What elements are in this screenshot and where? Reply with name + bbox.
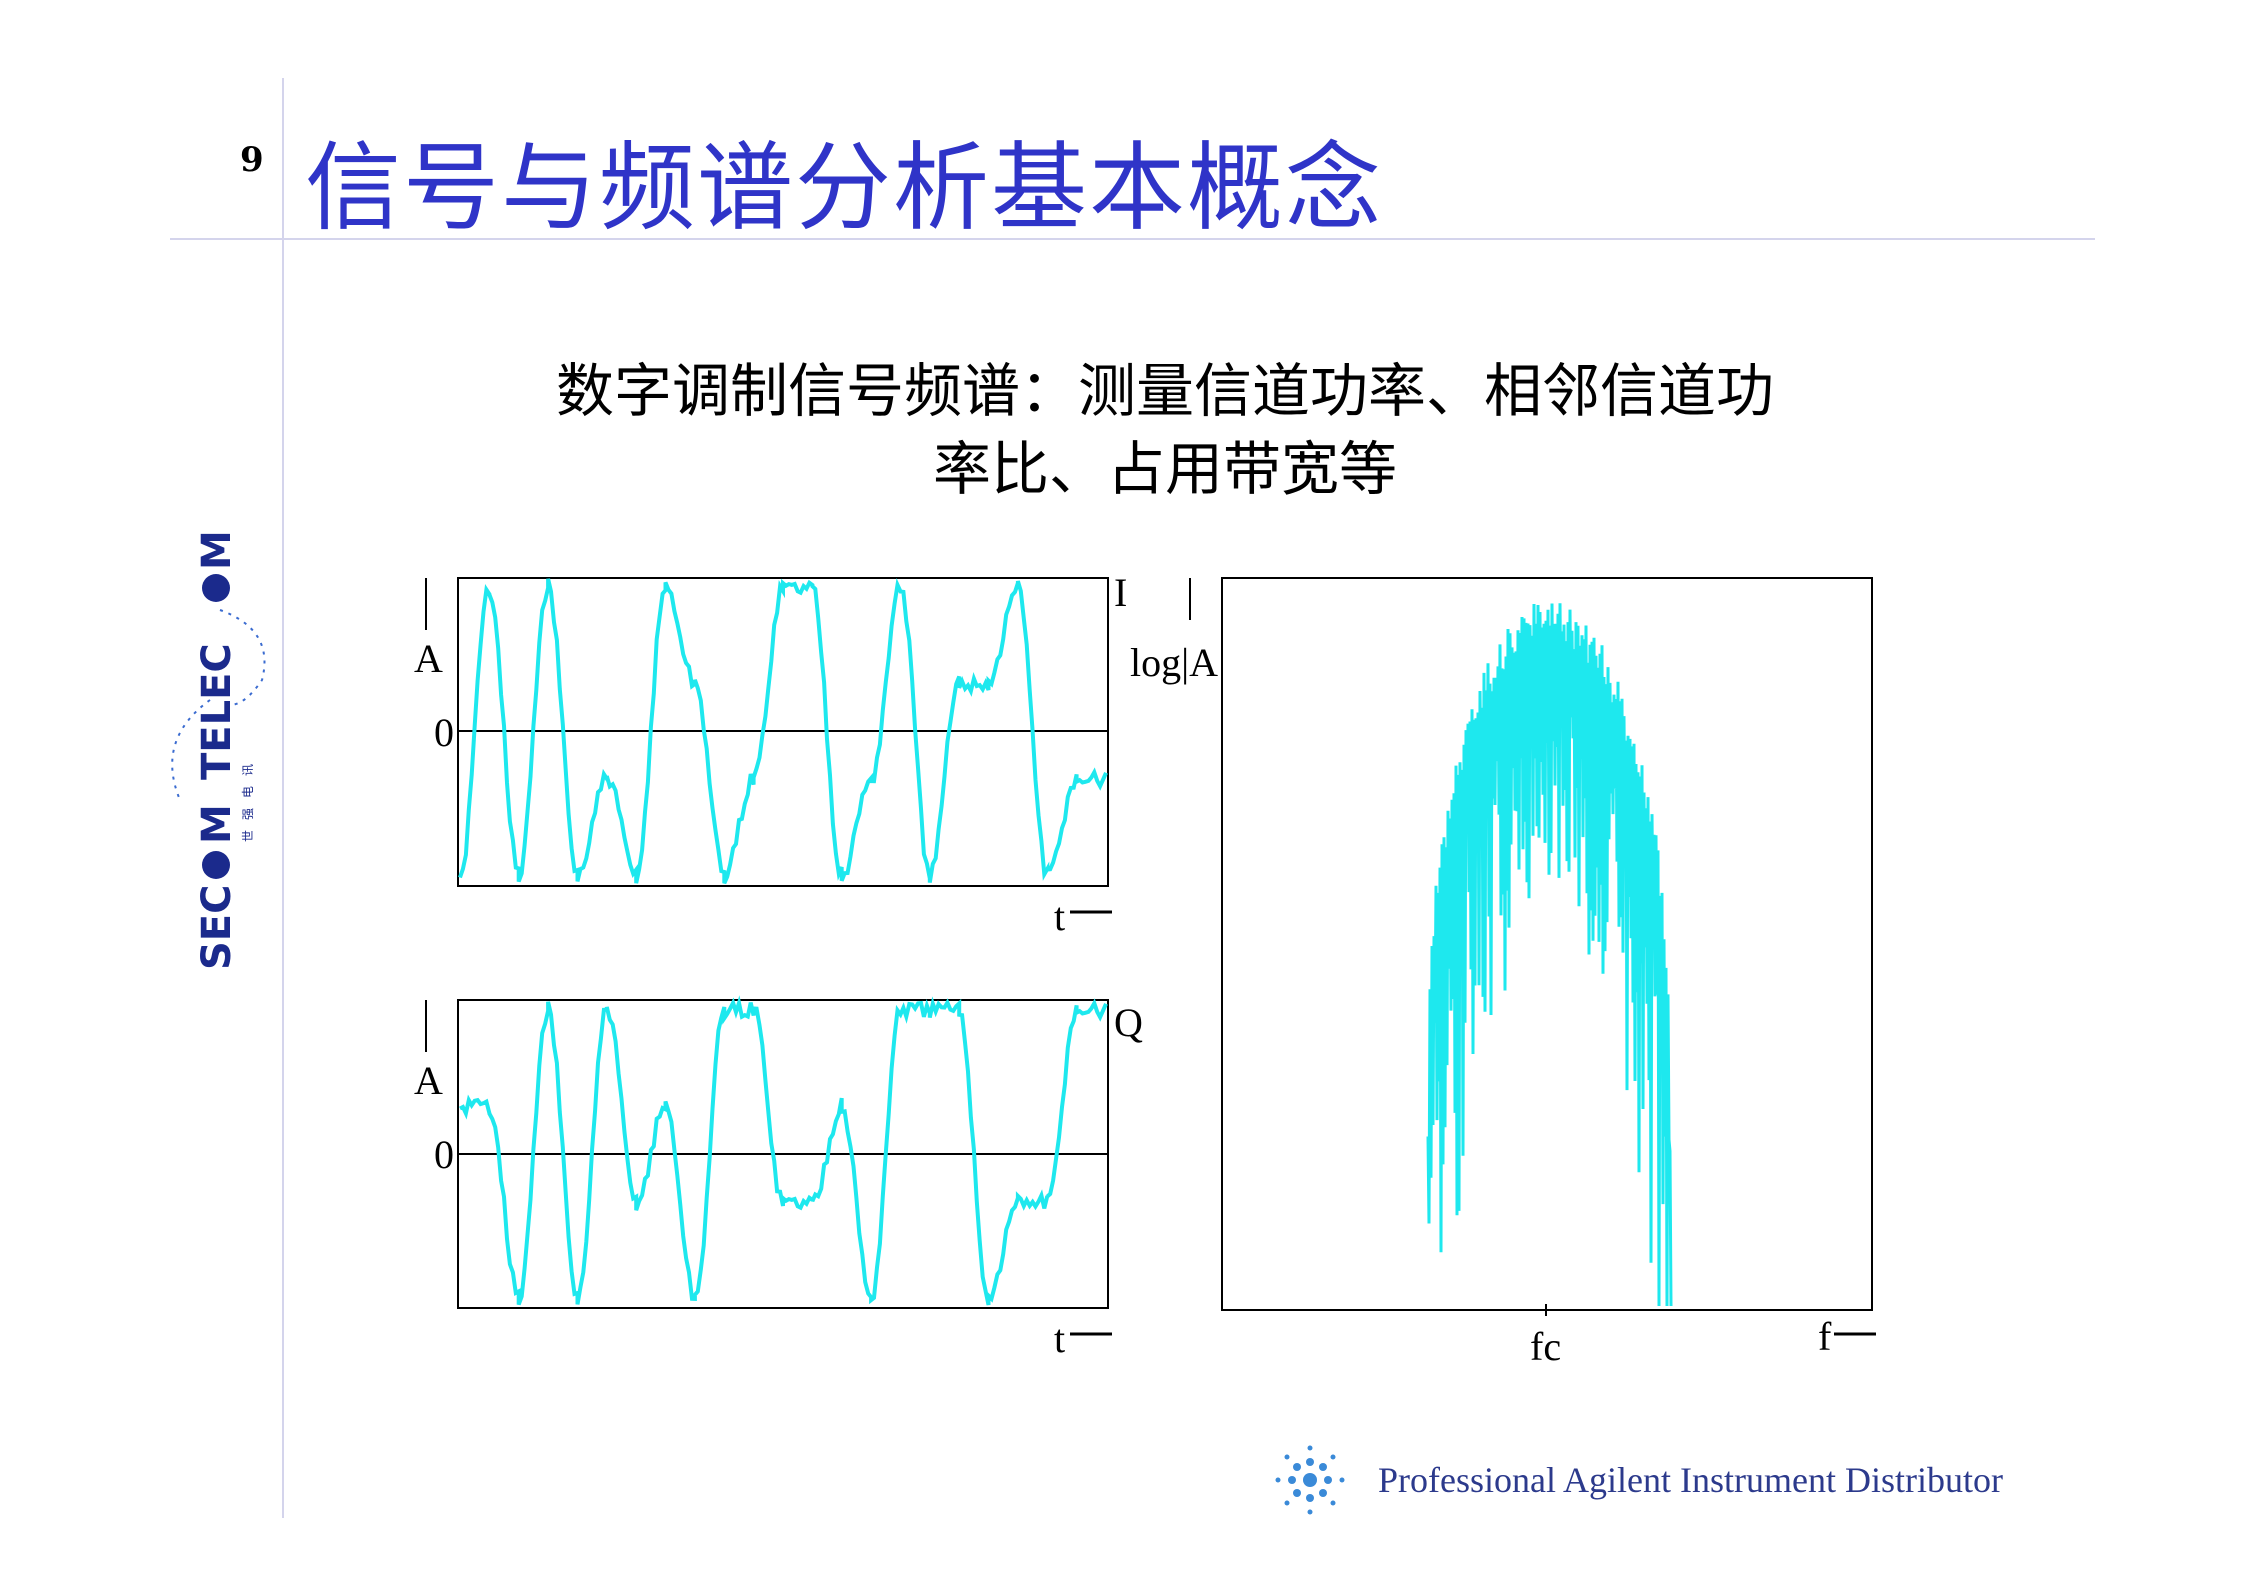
q-channel-panel: A 0 Q t [414, 995, 1143, 1361]
i-zero-label: 0 [434, 710, 454, 755]
i-y-label: A [414, 636, 443, 681]
page-number: 9 [240, 140, 264, 180]
secom-telecom-logo: SEC M TELEC M 世强电讯 [171, 530, 266, 971]
footer: Professional Agilent Instrument Distribu… [1270, 1440, 2003, 1520]
fc-label: fc [1530, 1324, 1561, 1369]
spectrum-y-label: log|A| [1130, 640, 1226, 685]
spectrum-panel: log|A| fc f [1130, 577, 1876, 1369]
svg-text:SEC: SEC [194, 885, 240, 971]
svg-text:TELEC: TELEC [194, 643, 240, 780]
title-underline [170, 238, 2095, 240]
subtitle-line-1: 数字调制信号频谱：测量信道功率、相邻信道功 [555, 357, 1774, 425]
subtitle-line-2: 率比、占用带宽等 [932, 435, 1397, 503]
q-waveform [459, 995, 1108, 1306]
svg-text:M: M [194, 804, 240, 844]
q-zero-label: 0 [434, 1132, 454, 1177]
slide-subtitle: 数字调制信号频谱：测量信道功率、相邻信道功 率比、占用带宽等 [400, 352, 1930, 508]
i-channel-panel: A 0 I t [414, 570, 1127, 939]
i-x-label: t [1054, 894, 1065, 939]
i-waveform [458, 577, 1108, 885]
i-trace-label: I [1114, 570, 1127, 615]
q-x-label: t [1054, 1316, 1065, 1361]
q-trace-label: Q [1114, 1000, 1143, 1045]
vertical-divider [282, 78, 284, 1518]
svg-text:世强电讯: 世强电讯 [241, 754, 255, 842]
spectrum-x-label: f [1818, 1314, 1832, 1359]
footer-text: Professional Agilent Instrument Distribu… [1378, 1460, 2003, 1500]
agilent-spark-icon [1275, 1445, 1345, 1515]
svg-text:M: M [194, 530, 240, 570]
spectrum-trace [1426, 603, 1673, 1307]
q-y-label: A [414, 1058, 443, 1103]
page-title: 信号与频谱分析基本概念 [305, 132, 1383, 244]
